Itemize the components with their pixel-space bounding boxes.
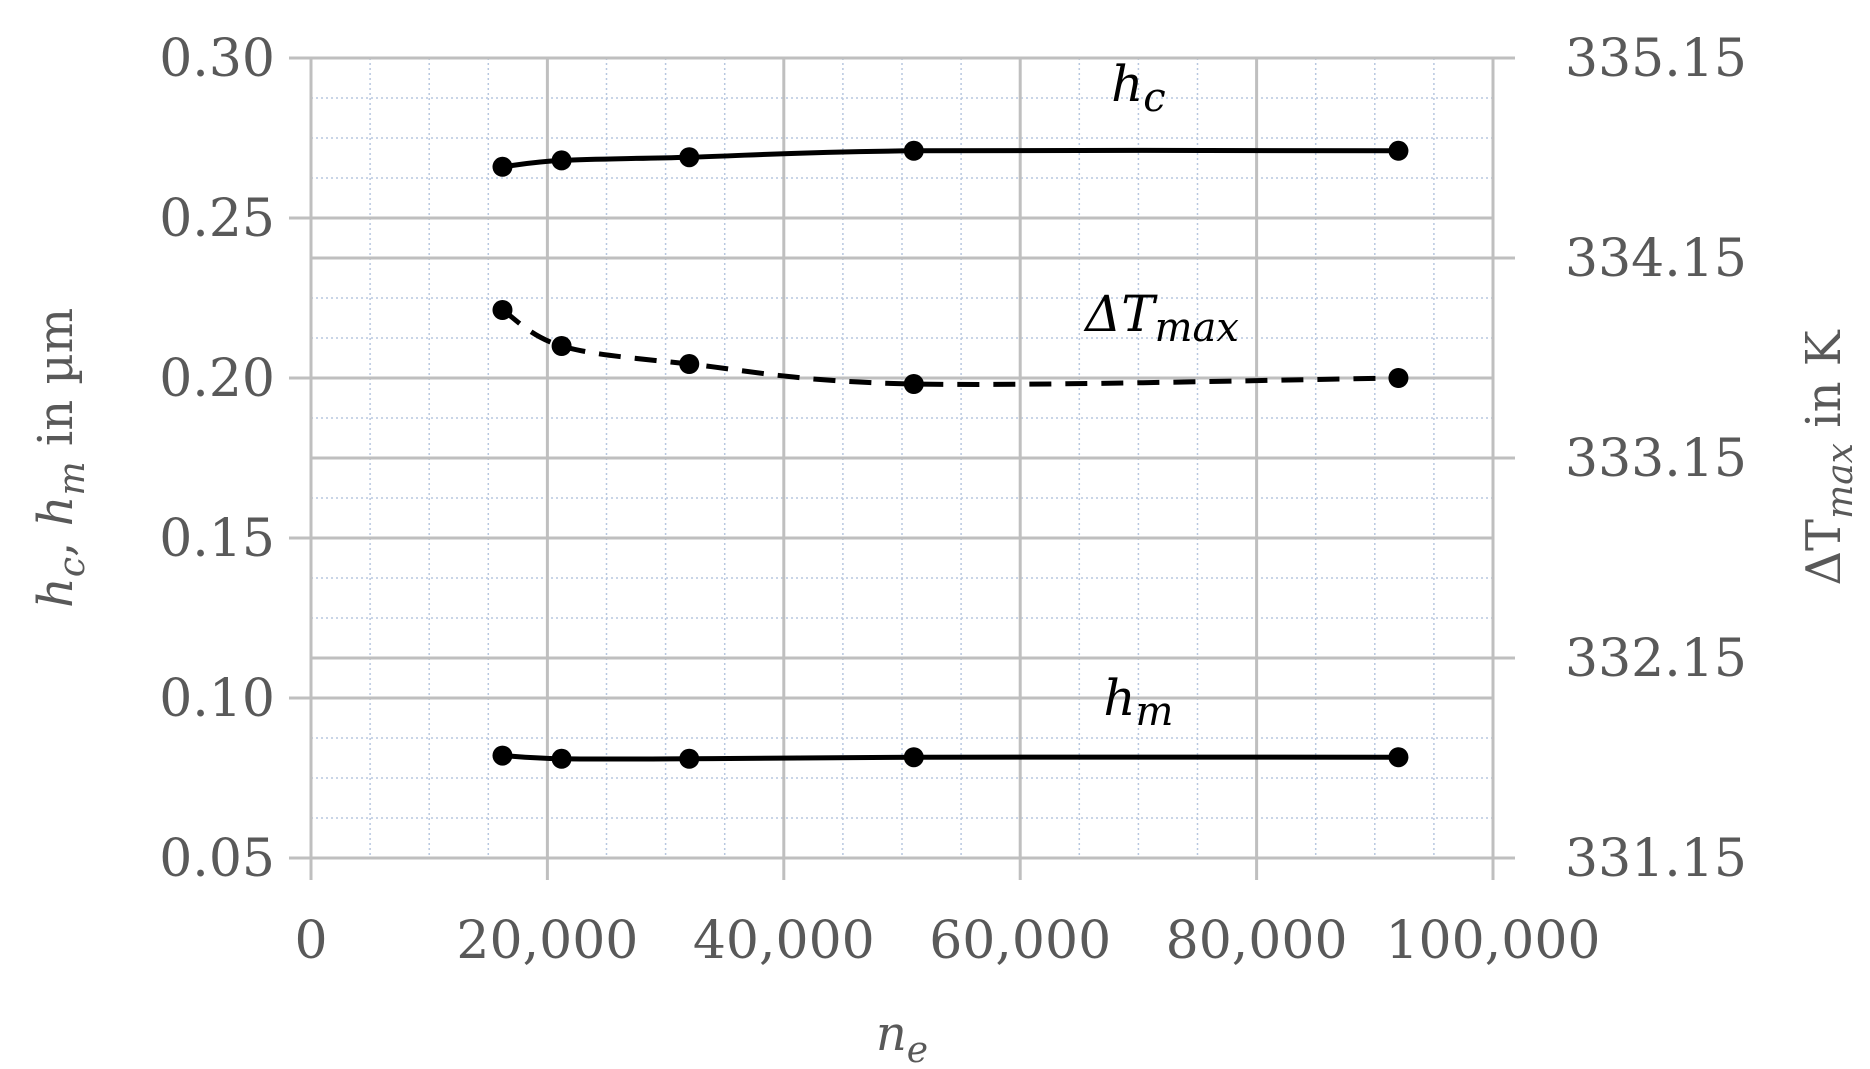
- data-point: [1388, 140, 1409, 161]
- data-point: [679, 354, 700, 374]
- y-left-tick-label: 0.10: [159, 669, 275, 729]
- data-point: [903, 747, 924, 768]
- axes: [309, 58, 1495, 860]
- y-left-tick-label: 0.30: [159, 29, 275, 89]
- x-tick-label: 60,000: [929, 911, 1111, 971]
- data-point: [551, 150, 572, 171]
- x-tick-label: 0: [294, 911, 327, 971]
- y-right-tick-label: 335.15: [1565, 29, 1747, 89]
- x-tick-label: 40,000: [693, 911, 875, 971]
- y-left-tick-label: 0.25: [159, 189, 275, 249]
- series-labels: hc ΔTmax hm: [1083, 55, 1239, 735]
- y-right-tick-label: 334.15: [1565, 229, 1747, 289]
- series-label-1: ΔTmax: [1083, 285, 1239, 351]
- series-line-1: [501, 307, 1399, 387]
- data-point: [679, 147, 700, 168]
- series-group: [492, 140, 1409, 769]
- y-right-tick-labels: 331.15 332.15 333.15 334.15 335.15: [1565, 29, 1747, 889]
- y-right-tick-label: 331.15: [1565, 829, 1747, 889]
- x-tick-label: 20,000: [456, 911, 638, 971]
- y-left-tick-labels: 0.05 0.10 0.15 0.20 0.25 0.30: [159, 29, 275, 889]
- y-left-tick-label: 0.15: [159, 509, 275, 569]
- y-left-tick-label: 0.20: [159, 349, 275, 409]
- x-tick-label: 100,000: [1385, 911, 1600, 971]
- data-point: [1388, 747, 1409, 768]
- data-point: [492, 300, 513, 320]
- series-label-0: hc: [1111, 55, 1166, 121]
- data-point: [1388, 368, 1409, 388]
- x-axis-title: ne: [876, 1006, 928, 1069]
- data-point: [551, 748, 572, 769]
- y-left-axis-title: hc, hm in µm: [28, 308, 93, 608]
- y-right-tick-label: 333.15: [1565, 429, 1747, 489]
- data-point: [903, 374, 924, 394]
- data-point: [551, 336, 572, 356]
- data-point: [679, 748, 700, 769]
- x-tick-label: 80,000: [1166, 911, 1348, 971]
- y-right-axis-title: ΔTmax in K: [1796, 329, 1861, 585]
- data-point: [492, 745, 513, 766]
- series-label-2: hm: [1103, 669, 1173, 735]
- y-left-tick-label: 0.05: [159, 829, 275, 889]
- x-tick-labels: 0 20,000 40,000 60,000 80,000 100,000: [294, 911, 1600, 971]
- data-point: [492, 156, 513, 177]
- y-right-tick-label: 332.15: [1565, 629, 1747, 689]
- data-point: [903, 140, 924, 161]
